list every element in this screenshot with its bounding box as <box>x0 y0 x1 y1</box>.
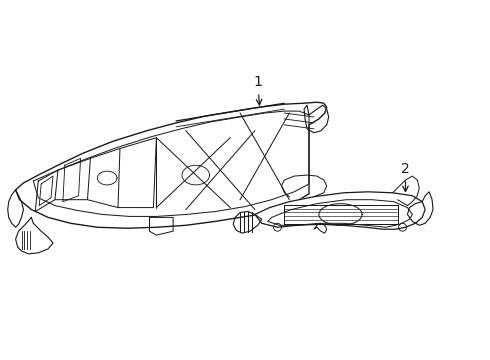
Text: 2: 2 <box>401 162 410 192</box>
Text: 1: 1 <box>253 75 262 105</box>
Polygon shape <box>255 192 425 229</box>
Polygon shape <box>16 102 327 228</box>
